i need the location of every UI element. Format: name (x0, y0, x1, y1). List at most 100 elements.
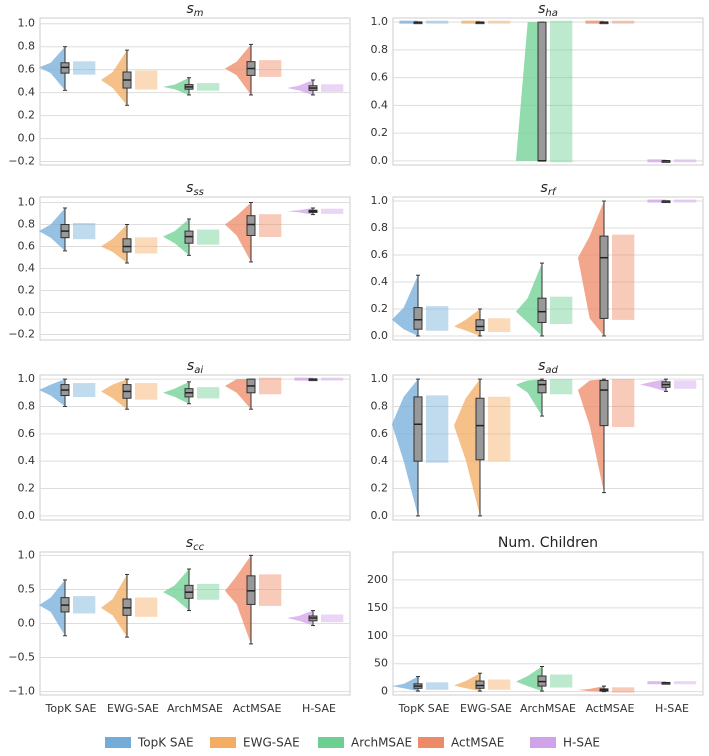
half-violin (286, 610, 313, 626)
point-band (612, 234, 635, 320)
legend-swatch (105, 737, 131, 748)
point-band (674, 159, 697, 163)
y-tick-label: 0.6 (18, 63, 36, 76)
legend-label: TopK SAE (137, 736, 194, 750)
y-tick-label: 0.0 (18, 509, 36, 522)
y-tick-label: 0.0 (18, 132, 36, 145)
y-tick-label: 200 (367, 573, 388, 586)
y-tick-label: 0.8 (18, 218, 36, 231)
point-band (488, 318, 511, 333)
point-band (73, 61, 96, 75)
point-band (135, 237, 158, 254)
box (475, 680, 485, 689)
legend-swatch (318, 737, 344, 748)
half-violin (461, 20, 480, 24)
point-band (426, 395, 449, 463)
y-tick-label: 0.2 (371, 302, 389, 315)
y-tick-label: −0.2 (8, 328, 35, 341)
title-main: s (186, 180, 193, 196)
half-violin (38, 379, 65, 407)
x-tick-label: ArchMSAE (520, 702, 576, 715)
half-violin (647, 199, 666, 203)
x-tick-label: ActMSAE (586, 702, 635, 715)
y-tick-label: 0.4 (18, 454, 36, 467)
half-violin (38, 46, 65, 91)
point-band (426, 682, 449, 690)
half-violin (294, 377, 313, 381)
point-band (612, 20, 635, 24)
panel-title: srf (541, 180, 557, 198)
panel-title: sm (186, 1, 203, 19)
point-band (73, 596, 96, 614)
y-tick-label: 100 (367, 629, 388, 642)
half-violin (647, 159, 666, 163)
point-band (197, 583, 220, 600)
x-tick-label: EWG-SAE (460, 702, 512, 715)
y-tick-label: 0.6 (371, 427, 389, 440)
half-violin (224, 44, 251, 95)
y-tick-label: 0.2 (371, 126, 389, 139)
y-tick-label: 0.0 (18, 617, 36, 630)
point-band (321, 208, 344, 214)
panel-title: sai (187, 358, 203, 376)
half-violin (391, 275, 418, 336)
x-tick-label: ActMSAE (233, 702, 282, 715)
half-violin (224, 379, 251, 410)
y-tick-label: −0.2 (8, 155, 35, 168)
half-violin (515, 666, 542, 692)
point-band (488, 396, 511, 462)
panel-title: Num. Children (498, 535, 598, 551)
x-tick-label: H-SAE (302, 702, 336, 715)
y-tick-label: 0.0 (371, 329, 389, 342)
legend-label: H-SAE (563, 736, 600, 750)
box (599, 235, 609, 319)
legend-swatch (418, 737, 444, 748)
point-band (197, 387, 220, 399)
box (413, 307, 423, 330)
point-band (259, 60, 282, 77)
y-tick-label: 0.0 (18, 306, 36, 319)
half-violin (577, 686, 604, 692)
point-band (488, 679, 511, 690)
y-tick-label: 0.2 (18, 482, 36, 495)
y-tick-label: 1.0 (371, 194, 389, 207)
point-band (674, 681, 697, 685)
point-band (488, 20, 511, 24)
half-violin (391, 379, 418, 516)
half-violin (38, 579, 65, 636)
plot-frame (392, 551, 704, 696)
panel-title: sha (538, 1, 558, 19)
x-tick-label: EWG-SAE (107, 702, 159, 715)
title-main: s (187, 358, 194, 374)
title-main: Num. Children (498, 535, 598, 551)
half-violin (100, 50, 127, 106)
half-violin (224, 202, 251, 262)
plot-frame (39, 374, 351, 521)
half-violin (162, 569, 189, 611)
y-tick-label: 0.4 (371, 98, 389, 111)
half-violin (162, 219, 189, 256)
box (537, 379, 547, 394)
x-tick-label: H-SAE (655, 702, 689, 715)
y-tick-label: 1.0 (18, 372, 36, 385)
y-tick-label: 50 (374, 657, 388, 670)
point-band (321, 614, 344, 623)
point-band (259, 214, 282, 237)
y-tick-label: 0.4 (18, 86, 36, 99)
y-tick-label: 0.4 (371, 454, 389, 467)
y-tick-label: 0.5 (18, 582, 36, 595)
point-band (197, 229, 220, 245)
half-violin (399, 20, 418, 24)
point-band (73, 383, 96, 398)
title-main: s (538, 358, 545, 374)
half-violin (162, 381, 189, 404)
point-band (550, 378, 573, 395)
point-band (550, 296, 573, 324)
half-violin (585, 20, 604, 24)
y-tick-label: 0.8 (18, 40, 36, 53)
y-tick-label: 0.6 (371, 71, 389, 84)
point-band (612, 687, 635, 693)
half-violin (577, 379, 604, 493)
point-band (321, 84, 344, 92)
box (122, 238, 132, 253)
